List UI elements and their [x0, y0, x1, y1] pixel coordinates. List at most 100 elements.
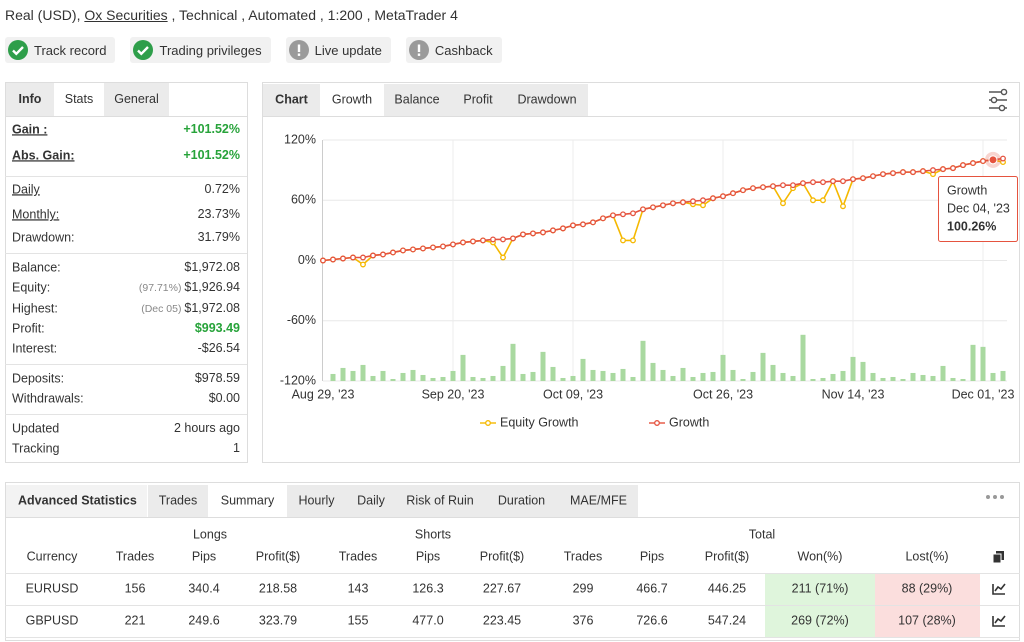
series-marker — [500, 254, 506, 261]
badge[interactable]: Trading privileges — [130, 37, 271, 63]
legend-marker — [485, 420, 491, 426]
row-chart-icon[interactable] — [992, 583, 1006, 595]
column-header: Profit($) — [256, 549, 300, 563]
badge[interactable]: Cashback — [405, 37, 502, 63]
account-header: Real (USD), Ox Securities , Technical , … — [5, 7, 458, 23]
tab-label[interactable]: Chart — [275, 92, 308, 106]
badge-label: Trading privileges — [159, 42, 262, 58]
x-tick-label: Nov 14, '23 — [822, 387, 885, 401]
tab[interactable] — [54, 83, 104, 116]
x-tick-label: Dec 01, '23 — [952, 387, 1015, 401]
volume-bar — [420, 374, 426, 381]
settings-icon[interactable] — [989, 88, 1008, 112]
series-marker — [970, 160, 976, 167]
series-marker — [910, 169, 916, 176]
series-marker — [520, 231, 526, 238]
tab[interactable] — [396, 485, 484, 517]
stat-value: $1,972.08 — [184, 260, 240, 274]
badge-label: Cashback — [434, 42, 493, 58]
tab-label[interactable]: General — [114, 92, 158, 106]
tab[interactable] — [320, 84, 384, 116]
stat-value: $993.49 — [195, 321, 240, 335]
tab-label[interactable]: Duration — [498, 493, 545, 507]
series-marker — [400, 247, 406, 254]
won-cell — [765, 606, 875, 637]
tab[interactable] — [263, 84, 320, 116]
series-marker — [320, 257, 326, 264]
tab[interactable] — [384, 84, 450, 116]
column-header: Profit($) — [705, 549, 749, 563]
tab[interactable] — [208, 485, 287, 517]
tab-label[interactable]: Daily — [357, 493, 386, 507]
tab-label[interactable]: Drawdown — [517, 92, 576, 106]
volume-bar — [460, 354, 466, 381]
series-marker — [620, 211, 626, 218]
group-header: Longs — [193, 527, 227, 541]
row-chart-icon[interactable] — [992, 615, 1006, 627]
table-cell: 88 (29%) — [902, 581, 953, 595]
column-header: Pips — [640, 549, 664, 563]
x-tick-label: Aug 29, '23 — [292, 387, 355, 401]
series-marker — [420, 245, 426, 252]
volume-bar — [570, 375, 576, 381]
series-marker — [780, 200, 786, 207]
tab-label[interactable]: Balance — [394, 92, 439, 106]
tab[interactable] — [287, 485, 346, 517]
stat-value-text: $0.00 — [209, 391, 240, 405]
series-marker — [840, 178, 846, 185]
tooltip-series: Growth — [947, 183, 987, 197]
series-marker — [360, 261, 366, 268]
tooltip-date: Dec 04, '23 — [947, 201, 1010, 215]
series-marker — [580, 221, 586, 228]
stat-label: Interest: — [12, 341, 57, 355]
x-tick-label: Oct 09, '23 — [543, 387, 603, 401]
broker-link[interactable]: Ox Securities — [84, 7, 168, 23]
table-cell: 211 (71%) — [792, 581, 849, 595]
volume-bar — [410, 369, 416, 381]
tab-label[interactable]: Profit — [463, 92, 493, 106]
series-marker — [410, 246, 416, 253]
tab[interactable] — [6, 83, 54, 116]
icon-knob — [1000, 88, 1008, 96]
stat-label: Equity: — [12, 280, 50, 294]
tab[interactable] — [484, 485, 559, 517]
tab-label[interactable]: MAE/MFE — [570, 493, 627, 507]
tab[interactable] — [506, 84, 588, 116]
tab-label[interactable]: Trades — [159, 493, 197, 507]
stat-value-text: 1 — [233, 441, 240, 455]
tab-label[interactable]: Growth — [332, 92, 372, 106]
series-marker — [740, 187, 746, 194]
account-details: , Technical , Automated , 1:200 , MetaTr… — [171, 7, 458, 23]
tab[interactable] — [559, 485, 638, 517]
tab-label[interactable]: Info — [19, 92, 42, 106]
more-menu[interactable] — [986, 495, 1004, 499]
badge[interactable]: Track record — [5, 37, 116, 63]
tab[interactable] — [346, 485, 396, 517]
series-marker — [960, 162, 966, 169]
series-marker — [790, 182, 796, 189]
legend-label: Growth — [669, 415, 709, 429]
series-marker — [430, 244, 436, 251]
tab[interactable] — [148, 485, 208, 517]
tab[interactable] — [450, 84, 506, 116]
tab-label[interactable]: Risk of Ruin — [406, 493, 473, 507]
series-marker — [540, 229, 546, 236]
volume-bar — [950, 377, 956, 381]
series-marker — [450, 241, 456, 248]
series-marker — [570, 222, 576, 229]
stat-value: 0.72% — [205, 182, 240, 196]
tab-label[interactable]: Hourly — [298, 493, 335, 507]
legend-marker — [654, 420, 660, 426]
series-marker — [490, 236, 496, 243]
tab-label[interactable]: Stats — [65, 92, 94, 106]
volume-bar — [800, 334, 806, 381]
tab[interactable] — [104, 83, 169, 116]
badge-icon — [288, 40, 309, 60]
stat-label: Tracking — [12, 441, 60, 455]
tab-label[interactable]: Summary — [221, 493, 275, 507]
badge[interactable]: Live update — [285, 37, 391, 63]
volume-bar — [730, 369, 736, 381]
series-marker — [780, 182, 786, 189]
table-cell: GBPUSD — [26, 613, 79, 627]
